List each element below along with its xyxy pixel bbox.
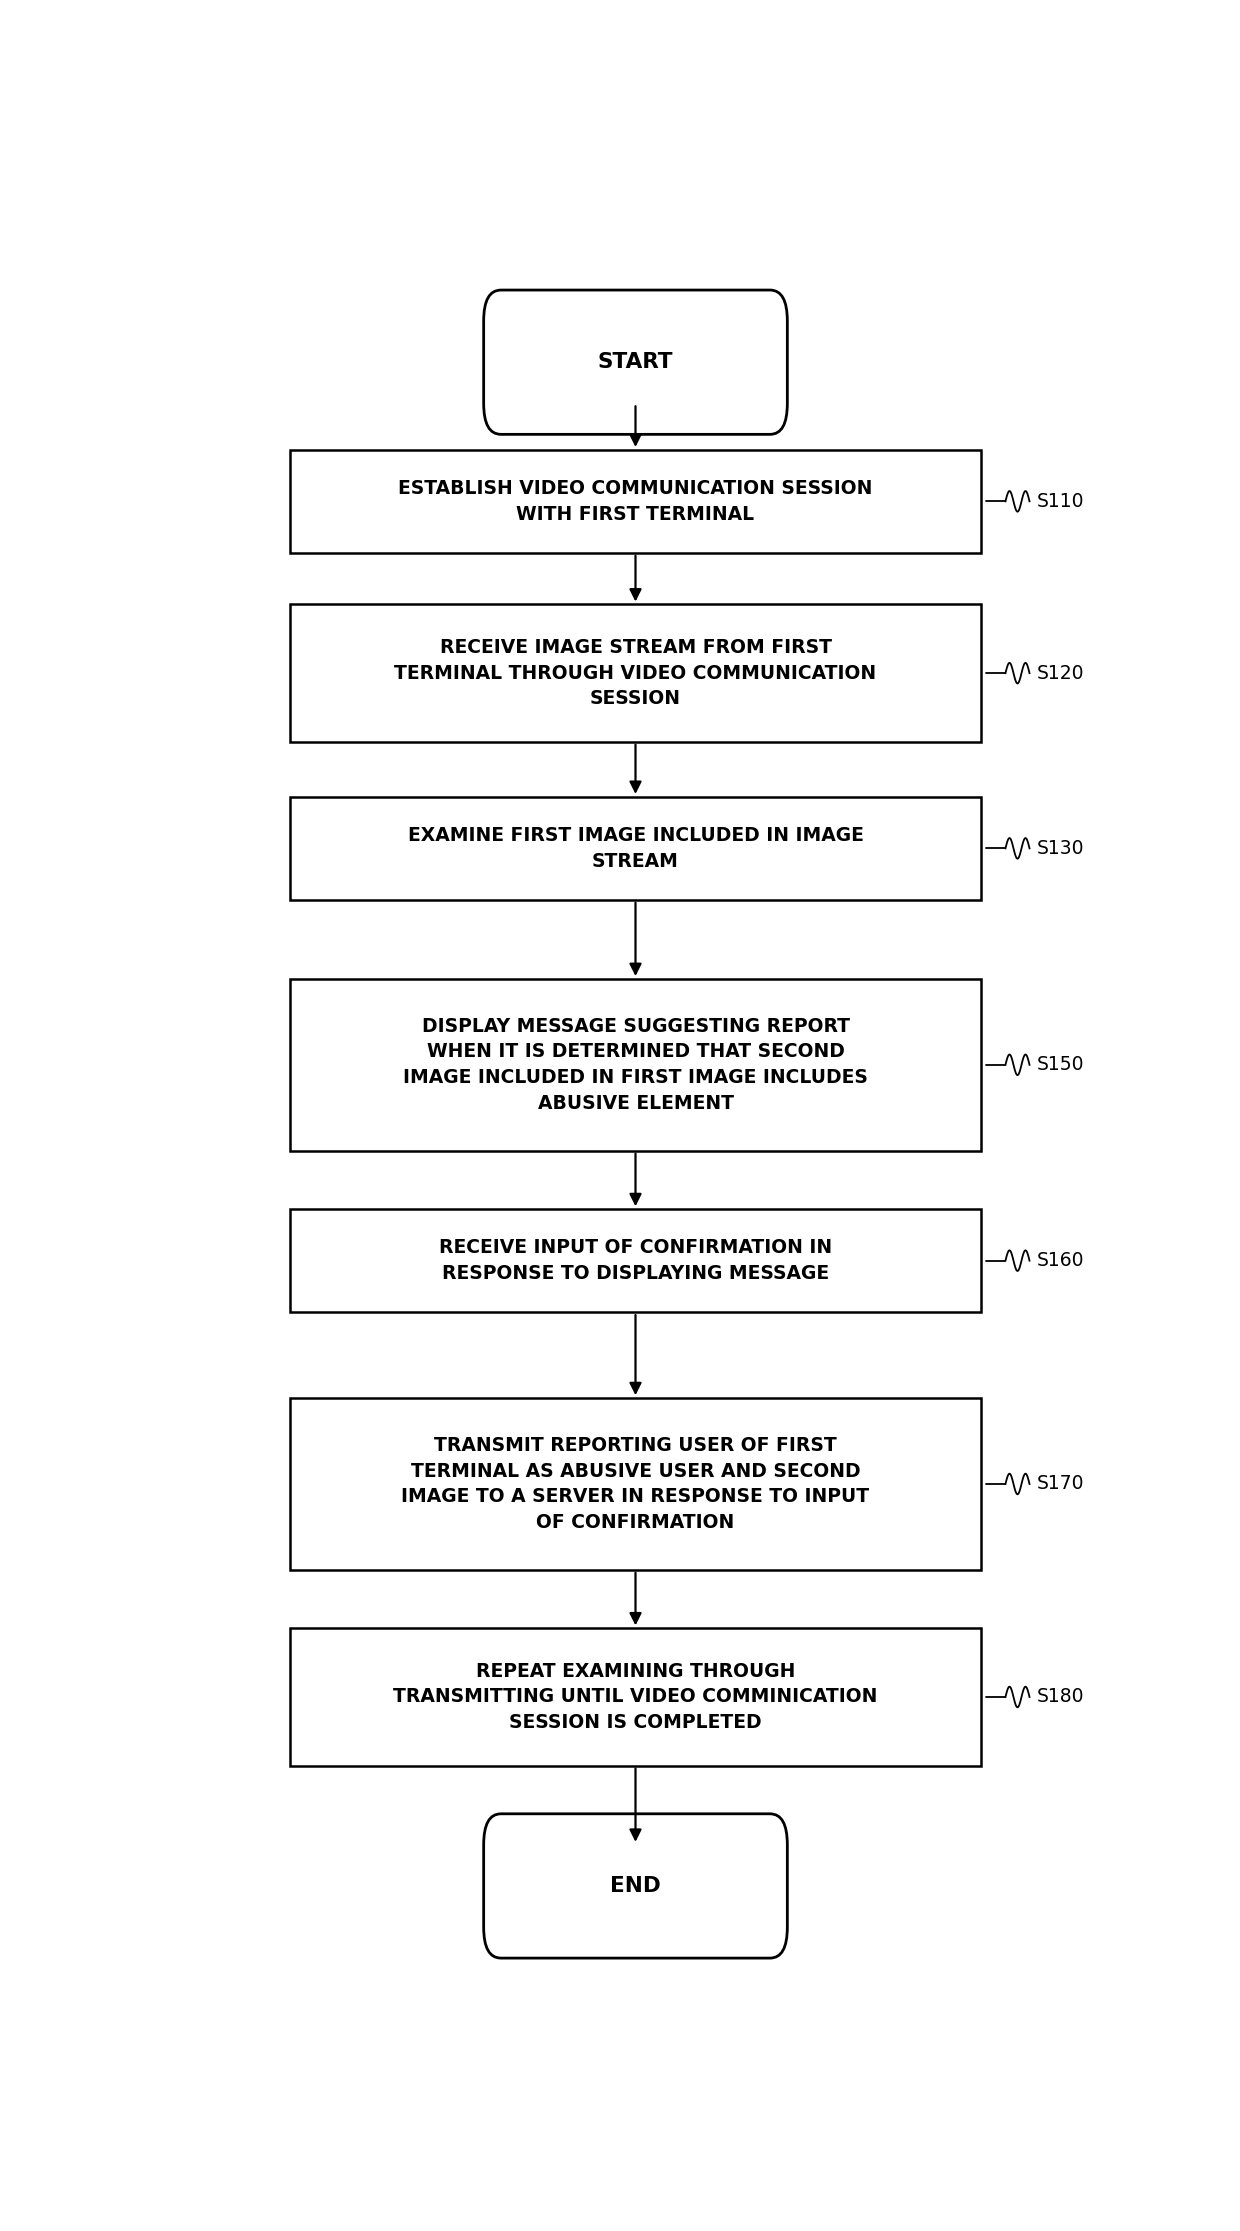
Bar: [290, 451, 982, 553]
Text: S170: S170: [1037, 1475, 1085, 1493]
Text: TRANSMIT REPORTING USER OF FIRST
TERMINAL AS ABUSIVE USER AND SECOND
IMAGE TO A : TRANSMIT REPORTING USER OF FIRST TERMINA…: [402, 1437, 869, 1533]
Text: S110: S110: [1037, 491, 1085, 511]
Text: S180: S180: [1037, 1687, 1085, 1707]
Bar: [290, 1629, 982, 1765]
Text: START: START: [598, 352, 673, 373]
Text: S130: S130: [1037, 839, 1085, 859]
Text: S150: S150: [1037, 1055, 1085, 1075]
Bar: [290, 796, 982, 899]
Text: RECEIVE IMAGE STREAM FROM FIRST
TERMINAL THROUGH VIDEO COMMUNICATION
SESSION: RECEIVE IMAGE STREAM FROM FIRST TERMINAL…: [394, 638, 877, 709]
Text: S160: S160: [1037, 1252, 1085, 1269]
Text: DISPLAY MESSAGE SUGGESTING REPORT
WHEN IT IS DETERMINED THAT SECOND
IMAGE INCLUD: DISPLAY MESSAGE SUGGESTING REPORT WHEN I…: [403, 1017, 868, 1113]
FancyBboxPatch shape: [484, 1814, 787, 1959]
FancyBboxPatch shape: [484, 290, 787, 435]
Text: S120: S120: [1037, 663, 1085, 683]
Text: ESTABLISH VIDEO COMMUNICATION SESSION
WITH FIRST TERMINAL: ESTABLISH VIDEO COMMUNICATION SESSION WI…: [398, 480, 873, 524]
Text: REPEAT EXAMINING THROUGH
TRANSMITTING UNTIL VIDEO COMMINICATION
SESSION IS COMPL: REPEAT EXAMINING THROUGH TRANSMITTING UN…: [393, 1662, 878, 1731]
Text: END: END: [610, 1876, 661, 1896]
Bar: [290, 605, 982, 743]
Bar: [290, 1209, 982, 1312]
Text: RECEIVE INPUT OF CONFIRMATION IN
RESPONSE TO DISPLAYING MESSAGE: RECEIVE INPUT OF CONFIRMATION IN RESPONS…: [439, 1238, 832, 1283]
Bar: [290, 1399, 982, 1571]
Text: EXAMINE FIRST IMAGE INCLUDED IN IMAGE
STREAM: EXAMINE FIRST IMAGE INCLUDED IN IMAGE ST…: [408, 825, 863, 870]
Bar: [290, 979, 982, 1151]
Text: Fig. 3: Fig. 3: [605, 292, 666, 312]
